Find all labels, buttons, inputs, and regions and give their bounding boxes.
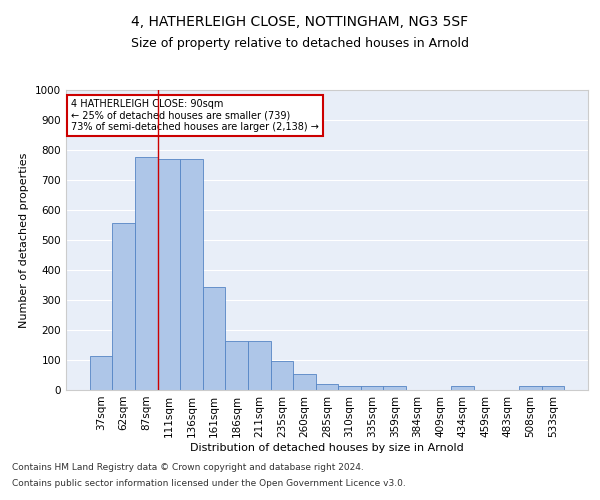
Text: 4 HATHERLEIGH CLOSE: 90sqm
← 25% of detached houses are smaller (739)
73% of sem: 4 HATHERLEIGH CLOSE: 90sqm ← 25% of deta… [71, 99, 319, 132]
Text: Contains HM Land Registry data © Crown copyright and database right 2024.: Contains HM Land Registry data © Crown c… [12, 464, 364, 472]
Bar [135, 156, 158, 390]
Text: Size of property relative to detached houses in Arnold: Size of property relative to detached ho… [131, 38, 469, 51]
Text: 4, HATHERLEIGH CLOSE, NOTTINGHAM, NG3 5SF: 4, HATHERLEIGH CLOSE, NOTTINGHAM, NG3 5S… [131, 15, 469, 29]
Bar [519, 386, 542, 390]
Bar [338, 386, 361, 390]
Bar [542, 386, 564, 390]
Bar [271, 361, 293, 390]
Y-axis label: Number of detached properties: Number of detached properties [19, 152, 29, 328]
Bar [383, 386, 406, 390]
Bar [451, 386, 474, 390]
Bar [90, 356, 112, 390]
Bar [112, 223, 135, 390]
Bar [316, 384, 338, 390]
Bar [361, 386, 383, 390]
Bar [180, 159, 203, 390]
Bar [248, 340, 271, 390]
Text: Contains public sector information licensed under the Open Government Licence v3: Contains public sector information licen… [12, 478, 406, 488]
Bar [226, 340, 248, 390]
Bar [203, 288, 226, 390]
X-axis label: Distribution of detached houses by size in Arnold: Distribution of detached houses by size … [190, 442, 464, 452]
Bar [158, 159, 180, 390]
Bar [293, 374, 316, 390]
